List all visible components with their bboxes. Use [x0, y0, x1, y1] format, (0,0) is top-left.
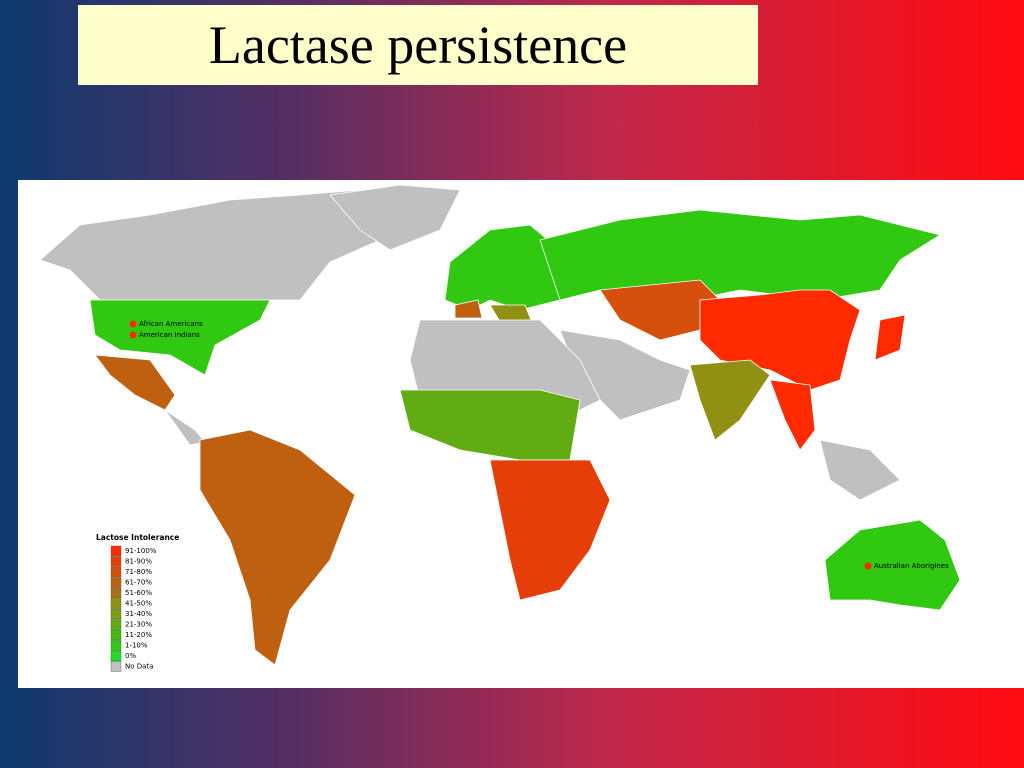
legend-swatch — [110, 650, 122, 662]
legend-label: 41-50% — [125, 600, 152, 608]
legend-label: 11-20% — [125, 631, 152, 639]
legend-label: 21-30% — [125, 621, 152, 629]
legend-swatch — [110, 545, 122, 557]
slide-title: Lactase persistence — [78, 5, 758, 85]
legend-label: 71-80% — [125, 568, 152, 576]
legend-label: 81-90% — [125, 558, 152, 566]
legend-swatch — [110, 629, 122, 641]
legend-swatch — [110, 577, 122, 588]
legend-label: 31-40% — [125, 610, 152, 618]
countries — [39, 184, 961, 666]
legend-swatch — [110, 566, 122, 578]
legend-swatch — [110, 661, 122, 672]
legend: 91-100% 81-90% 71-80% 61-70% 51-60% 41-50% 31-… — [110, 545, 157, 672]
marker — [129, 320, 137, 328]
legend-swatch — [110, 556, 122, 567]
legend-swatch — [110, 640, 122, 651]
legend-swatch — [110, 619, 122, 630]
legend-label: No Data — [125, 663, 153, 671]
map-annotation: Australian Aborigines — [874, 562, 949, 570]
legend-label: 51-60% — [125, 589, 152, 597]
legend-title: Lactose Intolerance — [96, 533, 179, 542]
legend-label: 0% — [125, 652, 136, 660]
legend-swatch — [110, 608, 122, 620]
map-annotation: American Indians — [139, 331, 200, 339]
legend-label: 91-100% — [125, 547, 157, 555]
marker — [864, 562, 872, 570]
map-annotation: African Americans — [139, 320, 203, 328]
legend-swatch — [110, 587, 122, 599]
world-map: African Americans American Indians Austr… — [18, 180, 1024, 688]
marker — [129, 331, 137, 339]
legend-swatch — [110, 598, 122, 609]
legend-label: 61-70% — [125, 579, 152, 587]
legend-label: 1-10% — [125, 642, 148, 650]
